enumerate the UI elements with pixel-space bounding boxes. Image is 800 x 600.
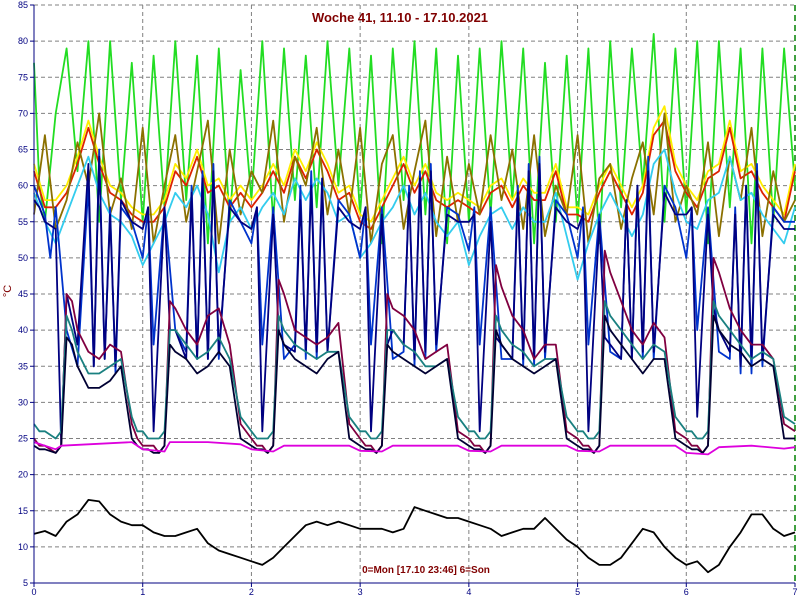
y-tick-label: 35 [18, 361, 28, 371]
x-tick-label: 5 [575, 587, 580, 597]
x-tick-label: 4 [466, 587, 471, 597]
y-axis-label: °C [2, 285, 14, 297]
series-line-9 [33, 300, 796, 440]
y-tick-label: 15 [18, 506, 28, 516]
y-tick-label: 5 [23, 578, 28, 588]
y-tick-label: 75 [18, 72, 28, 82]
y-tick-label: 45 [18, 289, 28, 299]
y-tick-label: 25 [18, 434, 28, 444]
y-tick-label: 70 [18, 108, 28, 118]
y-tick-label: 80 [18, 36, 28, 46]
y-tick-label: 30 [18, 397, 28, 407]
x-tick-label: 2 [249, 587, 254, 597]
series-line-8 [33, 249, 796, 454]
x-tick-label: 1 [140, 587, 145, 597]
x-tick-label: 0 [31, 587, 36, 597]
series-line-1 [33, 33, 796, 245]
series-line-11 [33, 441, 796, 456]
series-line-4 [33, 112, 796, 245]
x-tick-label: 7 [792, 587, 797, 597]
chart-title: Woche 41, 11.10 - 17.10.2021 [312, 10, 488, 25]
y-tick-label: 55 [18, 217, 28, 227]
series-line-5 [33, 148, 796, 281]
y-tick-label: 60 [18, 181, 28, 191]
y-tick-label: 20 [18, 470, 28, 480]
y-tick-label: 85 [18, 0, 28, 10]
series-layer [33, 33, 796, 574]
series-line-3 [33, 119, 796, 230]
chart-footer: 0=Mon [17.10 23:46] 6=Son [362, 565, 490, 576]
x-tick-label: 3 [358, 587, 363, 597]
y-tick-label: 65 [18, 145, 28, 155]
y-tick-label: 10 [18, 542, 28, 552]
y-tick-label: 40 [18, 325, 28, 335]
y-tick-label: 50 [18, 253, 28, 263]
series-line-12 [33, 498, 796, 574]
x-tick-label: 6 [684, 587, 689, 597]
series-line-7 [33, 155, 795, 447]
